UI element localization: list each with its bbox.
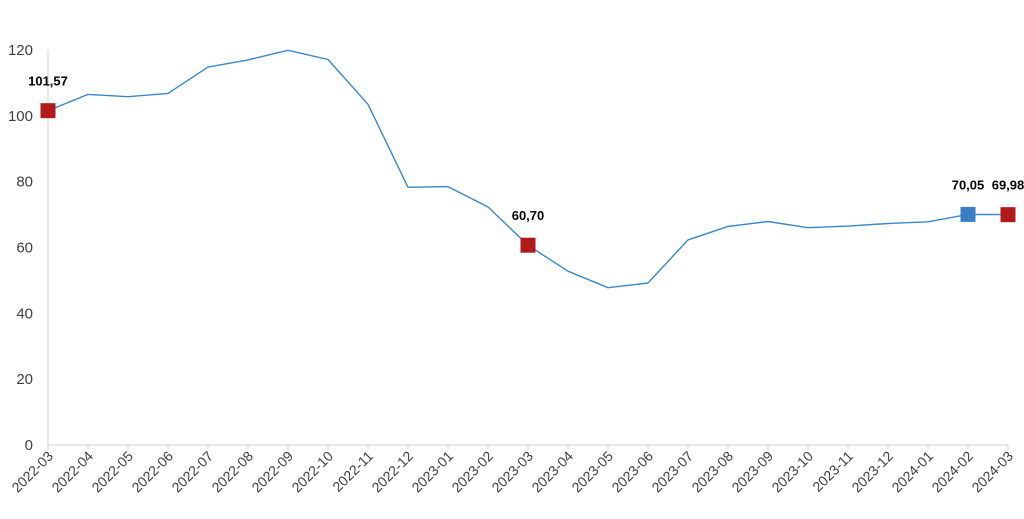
x-tick-label: 2022-10 — [288, 448, 336, 496]
x-tick-label: 2022-06 — [128, 448, 176, 496]
x-tick-label: 2023-11 — [809, 448, 856, 495]
data-label: 60,70 — [512, 208, 545, 223]
y-tick-label: 120 — [8, 42, 33, 59]
x-tick-label: 2023-06 — [608, 448, 656, 496]
x-tick-label: 2023-05 — [568, 448, 616, 496]
highlight-marker — [520, 237, 536, 253]
highlight-marker — [960, 206, 976, 222]
y-tick-label: 100 — [8, 108, 33, 125]
x-tick-label: 2023-04 — [528, 448, 576, 496]
x-tick-label: 2023-03 — [488, 448, 536, 496]
x-tick-label: 2022-11 — [329, 448, 376, 495]
x-tick-label: 2023-09 — [728, 448, 776, 496]
x-tick-label: 2022-09 — [248, 448, 296, 496]
highlight-marker — [1000, 207, 1016, 223]
x-tick-label: 2023-08 — [688, 448, 736, 496]
data-label: 101,57 — [28, 74, 68, 89]
highlight-marker — [40, 103, 56, 119]
x-tick-label: 2022-12 — [368, 448, 416, 496]
x-tick-label: 2023-12 — [848, 448, 896, 496]
x-tick-label: 2024-03 — [968, 448, 1016, 496]
data-label: 69,98 — [992, 178, 1024, 193]
x-tick-label: 2023-10 — [768, 448, 816, 496]
data-label: 70,05 — [952, 177, 985, 192]
x-tick-label: 2024-01 — [888, 448, 936, 496]
x-tick-label: 2023-07 — [648, 448, 696, 496]
y-tick-label: 60 — [16, 240, 33, 257]
y-tick-label: 20 — [16, 371, 33, 388]
markers-layer: 101,57 60,70 70,05 69,98 — [28, 74, 1024, 253]
x-tick-label: 2022-05 — [88, 448, 136, 496]
x-axis: 2022-032022-042022-052022-062022-072022-… — [8, 444, 1016, 496]
x-tick-label: 2023-01 — [408, 448, 456, 496]
y-tick-label: 80 — [16, 174, 33, 191]
y-axis: 0 20 40 60 80 100 120 — [8, 42, 49, 454]
x-tick-label: 2022-07 — [168, 448, 216, 496]
y-tick-label: 40 — [16, 305, 33, 322]
x-tick-label: 2022-08 — [208, 448, 256, 496]
x-tick-label: 2022-04 — [48, 448, 96, 496]
x-tick-label: 2023-02 — [448, 448, 496, 496]
y-tick-label: 0 — [25, 437, 33, 454]
x-tick-label: 2024-02 — [928, 448, 976, 496]
x-tick-label: 2022-03 — [8, 448, 56, 496]
